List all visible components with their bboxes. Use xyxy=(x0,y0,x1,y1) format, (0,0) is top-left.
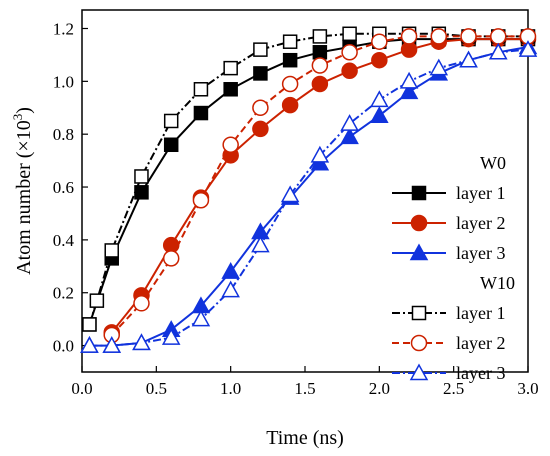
y-tick-label-6: 1.2 xyxy=(53,19,74,38)
legend-entry-3: layer 1 xyxy=(456,303,505,323)
data-point-2-11 xyxy=(399,82,419,100)
series-w10-layer-2 xyxy=(103,28,537,344)
x-tick-label-6: 3.0 xyxy=(517,379,538,398)
data-point-2-5 xyxy=(221,262,240,279)
data-point-3-0 xyxy=(82,317,97,332)
series-line-3 xyxy=(88,32,528,325)
data-point-1-9 xyxy=(371,51,388,69)
x-tick-label-4: 2.0 xyxy=(369,379,390,398)
data-point-1-8 xyxy=(341,62,358,80)
data-point-3-8 xyxy=(282,34,298,49)
data-point-1-7 xyxy=(311,75,329,93)
data-point-5-1 xyxy=(102,336,122,353)
legend-marker-4 xyxy=(410,334,428,352)
y-axis-label-superscript: 3 xyxy=(10,114,25,121)
data-point-4-10 xyxy=(400,28,418,45)
series-w0-layer-1 xyxy=(82,31,536,332)
data-point-5-8 xyxy=(310,145,330,163)
data-point-5-15 xyxy=(518,40,538,57)
legend-marker-5 xyxy=(409,363,429,381)
data-point-5-14 xyxy=(488,42,508,60)
y-tick-label-5: 1.0 xyxy=(53,72,74,91)
data-point-4-5 xyxy=(252,99,269,117)
x-tick-label-2: 1.0 xyxy=(220,379,241,398)
x-tick-label-1: 0.5 xyxy=(146,379,167,398)
data-point-3-5 xyxy=(193,82,209,97)
data-point-5-3 xyxy=(161,328,181,345)
data-point-2-9 xyxy=(340,127,359,145)
data-point-3-3 xyxy=(134,169,149,184)
data-point-2-10 xyxy=(370,106,389,123)
legend-group-title-0: W0 xyxy=(480,153,506,173)
x-axis-label: Time (ns) xyxy=(266,427,344,449)
x-tick-label-5: 2.5 xyxy=(443,379,464,398)
data-point-0-4 xyxy=(193,105,209,121)
data-point-1-6 xyxy=(281,96,299,114)
y-tick-label-3: 0.6 xyxy=(53,178,74,197)
series-line-0 xyxy=(88,38,528,325)
series-line-2 xyxy=(89,46,529,347)
data-point-3-4 xyxy=(163,113,179,129)
x-tick-label-0: 0.0 xyxy=(71,379,92,398)
series-line-5 xyxy=(89,48,529,347)
legend-entry-2: layer 3 xyxy=(456,243,505,263)
y-axis-label: Atom number (×103) xyxy=(10,107,35,275)
legend-marker-2 xyxy=(409,243,429,261)
data-point-5-6 xyxy=(251,235,270,253)
data-point-3-7 xyxy=(253,42,268,57)
legend-marker-0 xyxy=(411,185,427,201)
data-point-5-5 xyxy=(221,280,240,298)
data-point-5-12 xyxy=(429,58,449,76)
data-point-0-7 xyxy=(282,52,298,68)
data-point-4-4 xyxy=(222,136,239,154)
legend-entry-1: layer 2 xyxy=(456,213,505,233)
data-point-3-6 xyxy=(223,60,238,76)
data-point-4-13 xyxy=(490,28,507,45)
legend-entry-5: layer 3 xyxy=(456,363,505,383)
y-axis-label-main: Atom number (×10 xyxy=(13,120,35,275)
y-tick-label-1: 0.2 xyxy=(53,284,74,303)
data-point-5-7 xyxy=(280,185,300,203)
series-layer xyxy=(80,26,538,353)
legend-marker-1 xyxy=(410,214,428,232)
data-point-0-3 xyxy=(163,137,179,153)
legend-entry-4: layer 2 xyxy=(456,333,505,353)
data-point-4-6 xyxy=(281,75,299,93)
data-point-4-2 xyxy=(162,250,180,267)
axis-ticks: 0.0 0.5 1.0 1.5 2.0 2.5 3.0 0.0 0.2 0.4 0.6 0.8 1.0 1… xyxy=(53,19,539,398)
data-point-5-2 xyxy=(132,333,151,351)
data-point-0-6 xyxy=(253,66,268,81)
data-point-4-1 xyxy=(133,295,150,312)
data-point-3-2 xyxy=(104,243,119,258)
y-axis-label-close: ) xyxy=(13,107,35,114)
y-tick-label-4: 0.8 xyxy=(53,125,74,144)
data-point-4-7 xyxy=(311,57,329,74)
data-point-4-9 xyxy=(371,33,388,50)
data-point-4-3 xyxy=(192,191,210,209)
x-tick-label-3: 1.5 xyxy=(294,379,315,398)
legend: W0 layer 1 layer 2 layer 3 W10 layer 1 layer 2… xyxy=(392,153,515,383)
data-point-3-9 xyxy=(312,29,328,44)
data-point-4-11 xyxy=(430,28,448,45)
series-w10-layer-3 xyxy=(80,40,538,353)
data-point-5-11 xyxy=(399,71,419,89)
y-tick-label-0: 0.0 xyxy=(53,337,74,356)
data-point-4-8 xyxy=(341,44,358,61)
data-point-3-1 xyxy=(89,293,105,308)
legend-marker-3 xyxy=(411,305,427,321)
data-point-0-8 xyxy=(312,45,328,60)
data-point-5-0 xyxy=(80,336,99,353)
data-point-4-12 xyxy=(460,28,477,45)
legend-group-title-1: W10 xyxy=(480,273,515,293)
data-point-5-13 xyxy=(459,50,478,68)
data-point-0-5 xyxy=(223,82,238,97)
y-tick-label-2: 0.4 xyxy=(53,231,75,250)
data-point-1-5 xyxy=(252,120,269,138)
legend-entry-0: layer 1 xyxy=(456,183,505,203)
data-point-5-4 xyxy=(191,309,211,327)
data-point-5-10 xyxy=(370,90,389,108)
data-point-5-9 xyxy=(340,114,359,131)
data-point-3-10 xyxy=(342,26,357,42)
